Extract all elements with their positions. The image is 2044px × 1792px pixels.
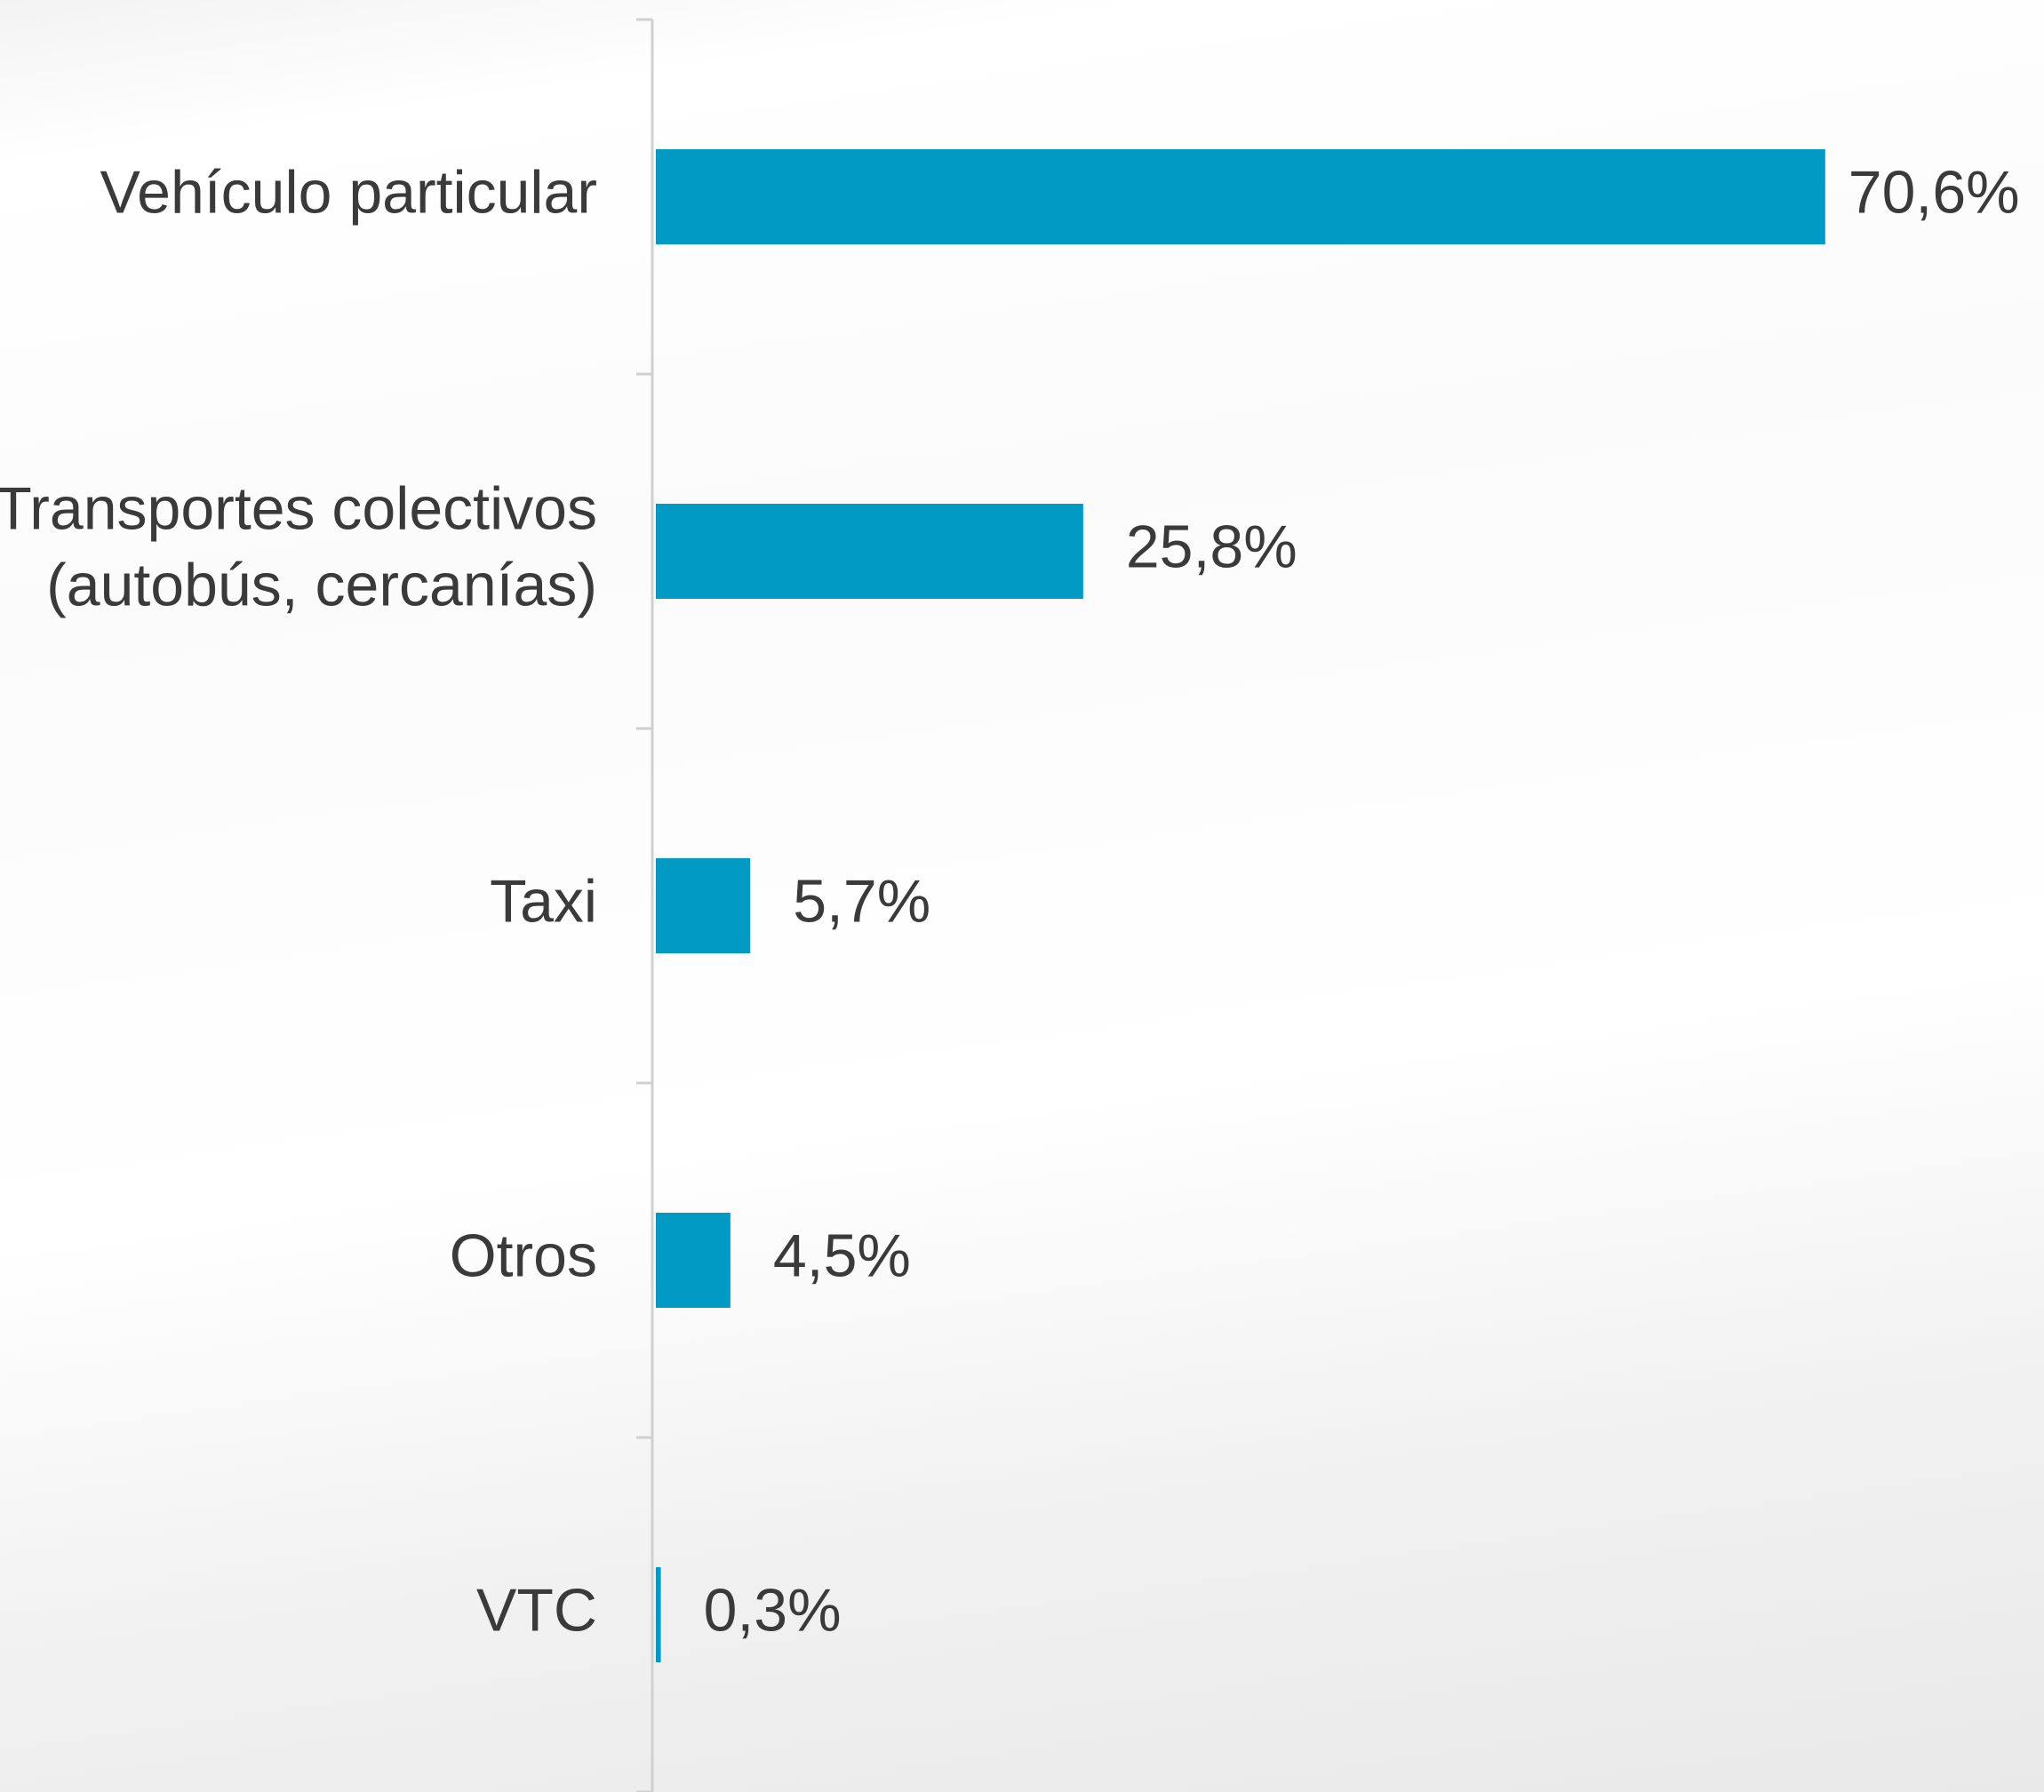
y-tick-label: Vehículo particular bbox=[100, 158, 597, 226]
y-tick-label-line: Transportes colectivos bbox=[0, 474, 597, 542]
value-label: 4,5% bbox=[773, 1222, 911, 1289]
y-tick-label: VTC bbox=[476, 1576, 597, 1644]
value-label: 0,3% bbox=[704, 1576, 842, 1644]
y-tick-label: Otros bbox=[450, 1222, 597, 1289]
bar bbox=[656, 1567, 661, 1662]
y-tick-label: Transportes colectivos (autobús, cercanía… bbox=[0, 474, 597, 618]
bar bbox=[656, 149, 1825, 244]
bar bbox=[656, 504, 1083, 599]
y-tick-label-line: (autobús, cercanías) bbox=[46, 551, 597, 618]
value-label: 70,6% bbox=[1848, 158, 2020, 226]
y-tick-label: Taxi bbox=[490, 867, 597, 935]
value-label: 25,8% bbox=[1126, 513, 1297, 580]
bar bbox=[656, 858, 751, 953]
bar bbox=[656, 1213, 731, 1308]
value-label: 5,7% bbox=[793, 867, 930, 935]
